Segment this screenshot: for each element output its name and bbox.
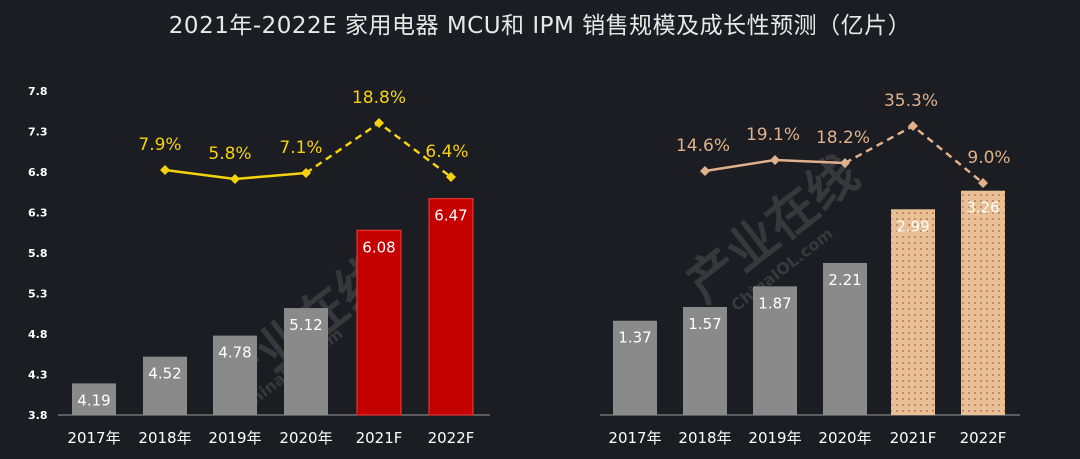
x-tick-label: 2019年 [748,429,801,447]
bar-value-label: 4.52 [148,365,181,383]
bar-value-label: 1.87 [758,294,791,312]
bar [683,306,727,415]
x-tick-label: 2017年 [608,429,661,447]
x-tick-label: 2020年 [818,429,871,447]
bar [213,335,257,415]
x-tick-label: 2021F [356,429,403,447]
bar [284,308,328,415]
x-tick-label: 2020年 [279,429,332,447]
growth-point [978,178,988,188]
bar [356,229,402,416]
growth-point [301,168,311,178]
bar-value-label: 4.19 [77,391,110,409]
bar [891,209,935,415]
bar [753,286,797,415]
growth-point [908,121,918,131]
bar [961,190,1005,415]
x-tick-label: 2022F [428,429,475,447]
growth-label: 35.3% [884,91,938,111]
bar [823,262,867,415]
growth-point [700,166,710,176]
growth-label: 14.6% [676,136,730,156]
growth-label: 9.0% [967,148,1010,168]
y-tick-label: 4.3 [28,369,48,382]
x-tick-label: 2018年 [678,429,731,447]
growth-label: 7.9% [138,135,181,155]
x-tick-label: 2021F [890,429,937,447]
bar [428,198,474,416]
y-tick-label: 5.3 [28,288,48,301]
x-tick-label: 2018年 [138,429,191,447]
growth-point [230,174,240,184]
growth-label: 18.2% [816,128,870,148]
growth-point [446,172,456,182]
bar-value-label: 3.26 [966,199,999,217]
growth-point [160,165,170,175]
bar-value-label: 2.99 [896,217,929,235]
y-tick-label: 7.3 [28,126,48,139]
growth-label: 19.1% [746,125,800,145]
growth-point [840,158,850,168]
y-tick-label: 6.8 [28,166,48,179]
bar-value-label: 5.12 [289,316,322,334]
growth-label: 18.8% [352,88,406,108]
bar-value-label: 6.08 [362,238,395,256]
bar-value-label: 1.37 [618,329,651,347]
y-tick-label: 6.3 [28,207,48,220]
x-tick-label: 2019年 [208,429,261,447]
bar [613,320,657,415]
x-tick-label: 2017年 [67,429,120,447]
bar-value-label: 1.57 [688,315,721,333]
y-tick-label: 7.8 [28,85,48,98]
y-tick-label: 4.8 [28,328,48,341]
bar [72,383,116,415]
growth-label: 5.8% [208,144,251,164]
y-tick-label: 3.8 [28,409,48,422]
bar-value-label: 4.78 [218,344,251,362]
bar-value-label: 6.47 [434,207,467,225]
bar [143,356,187,415]
x-tick-label: 2022F [960,429,1007,447]
page-title: 2021年-2022E 家用电器 MCU和 IPM 销售规模及成长性预测（亿片） [168,13,912,39]
growth-point [770,155,780,165]
growth-label: 7.1% [279,138,322,158]
growth-point [374,118,384,128]
y-tick-label: 5.8 [28,247,48,260]
growth-label: 6.4% [425,142,468,162]
bar-value-label: 2.21 [828,271,861,289]
